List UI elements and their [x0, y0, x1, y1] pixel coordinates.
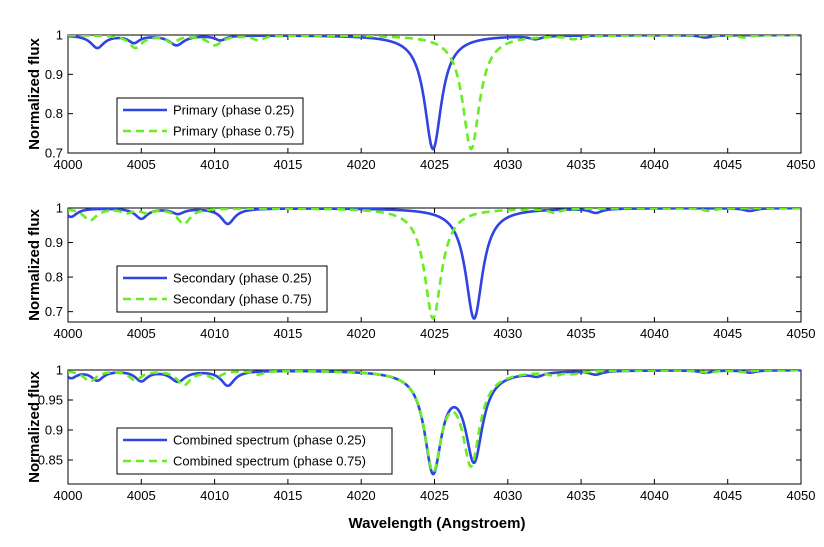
legend-box — [116, 265, 328, 313]
y-axis-label: Normalized flux — [26, 208, 43, 320]
y-tick-label: 0.8 — [45, 270, 63, 285]
x-tick-label: 4045 — [713, 488, 742, 503]
y-tick-label: 0.9 — [45, 423, 63, 438]
x-tick-label: 4000 — [54, 488, 83, 503]
legend-box — [116, 427, 393, 475]
x-tick-label: 4010 — [200, 157, 229, 172]
x-tick-label: 4040 — [640, 326, 669, 341]
panel-combined: 4000 4005 4010 4015 4020 4025 4030 4035 4040 4045… — [26, 363, 815, 504]
x-tick-label: 4015 — [273, 326, 302, 341]
legend-label: Primary (phase 0.75) — [173, 124, 294, 139]
legend-label: Combined spectrum (phase 0.25) — [173, 433, 366, 448]
x-tick-label: 4035 — [567, 326, 596, 341]
x-tick-label: 4045 — [713, 157, 742, 172]
x-tick-label: 4005 — [127, 488, 156, 503]
legend-box — [116, 97, 304, 145]
x-tick-label: 4020 — [347, 326, 376, 341]
legend-label: Secondary (phase 0.25) — [173, 271, 312, 286]
y-axis-label: Normalized flux — [26, 37, 43, 149]
y-tick-label: 1 — [56, 201, 63, 216]
y-tick-label: 0.7 — [45, 304, 63, 319]
panel-primary: 4000 4005 4010 4015 4020 4025 4030 4035 4040 4045… — [26, 28, 815, 173]
legend: Combined spectrum (phase 0.25) Combined s… — [116, 427, 393, 475]
x-tick-label: 4025 — [420, 157, 449, 172]
legend: Primary (phase 0.25) Primary (phase 0.75) — [116, 97, 304, 145]
y-tick-label: 0.9 — [45, 235, 63, 250]
y-tick-label: 1 — [56, 363, 63, 378]
panel-secondary: 4000 4005 4010 4015 4020 4025 4030 4035 4040 4045… — [26, 201, 815, 342]
legend: Secondary (phase 0.25) Secondary (phase 0… — [116, 265, 328, 313]
x-tick-label: 4035 — [567, 488, 596, 503]
legend-label: Secondary (phase 0.75) — [173, 292, 312, 307]
x-tick-label: 4035 — [567, 157, 596, 172]
x-tick-label: 4040 — [640, 488, 669, 503]
x-tick-label: 4030 — [493, 326, 522, 341]
x-tick-label: 4050 — [787, 157, 816, 172]
y-tick-label: 0.95 — [38, 393, 63, 408]
y-tick-label: 0.7 — [45, 146, 63, 161]
x-tick-label: 4015 — [273, 157, 302, 172]
series-line-phase-075 — [68, 35, 801, 151]
x-tick-label: 4030 — [493, 157, 522, 172]
x-tick-label: 4025 — [420, 326, 449, 341]
x-tick-label: 4010 — [200, 488, 229, 503]
x-tick-label: 4050 — [787, 488, 816, 503]
y-tick-label: 1 — [56, 28, 63, 43]
series-line-phase-075 — [68, 208, 801, 320]
legend-label: Primary (phase 0.25) — [173, 103, 294, 118]
x-tick-label: 4005 — [127, 326, 156, 341]
legend-label: Combined spectrum (phase 0.75) — [173, 454, 366, 469]
x-tick-label: 4010 — [200, 326, 229, 341]
x-tick-label: 4040 — [640, 157, 669, 172]
x-tick-label: 4005 — [127, 157, 156, 172]
x-tick-label: 4020 — [347, 488, 376, 503]
x-tick-label: 4045 — [713, 326, 742, 341]
x-tick-label: 4020 — [347, 157, 376, 172]
x-tick-label: 4000 — [54, 157, 83, 172]
x-tick-label: 4015 — [273, 488, 302, 503]
x-tick-label: 4000 — [54, 326, 83, 341]
series-line-phase-075 — [68, 370, 801, 474]
x-axis-label: Wavelength (Angstroem) — [349, 515, 526, 532]
y-tick-label: 0.8 — [45, 106, 63, 121]
x-tick-label: 4050 — [787, 326, 816, 341]
y-tick-label: 0.85 — [38, 453, 63, 468]
x-tick-label: 4025 — [420, 488, 449, 503]
y-tick-label: 0.9 — [45, 67, 63, 82]
y-axis-label: Normalized flux — [26, 370, 43, 482]
x-tick-label: 4030 — [493, 488, 522, 503]
